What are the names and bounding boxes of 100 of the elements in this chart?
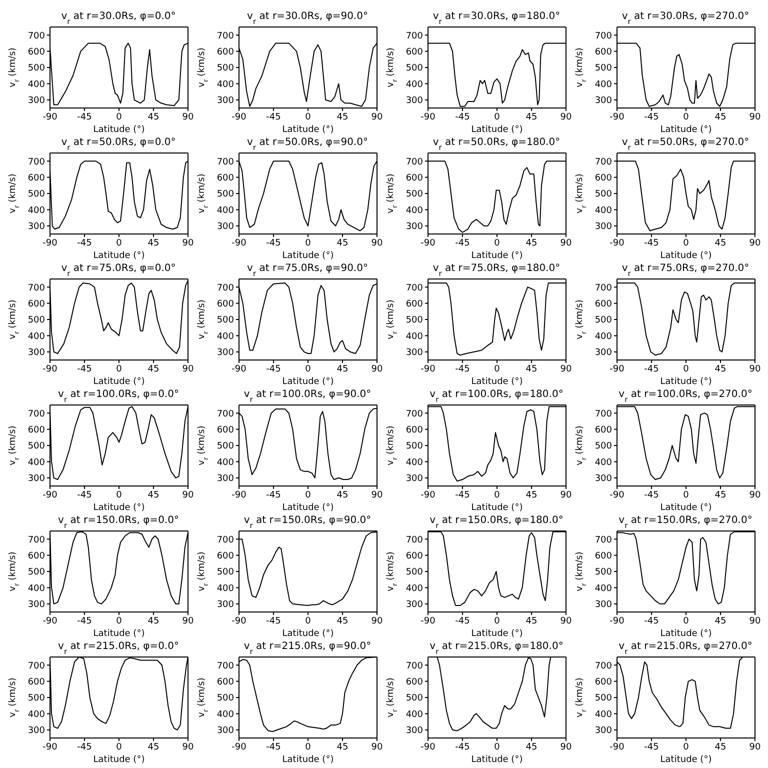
- x-tick-label: 90: [560, 616, 572, 626]
- y-tick-label: 600: [28, 551, 46, 562]
- x-axis-title: Latitude (°): [660, 125, 712, 135]
- x-axis-title: Latitude (°): [282, 503, 334, 513]
- x-tick-label: 90: [749, 364, 761, 374]
- y-tick-label: 500: [216, 694, 234, 704]
- x-tick-label: -90: [232, 112, 247, 122]
- x-tick-label: 90: [749, 490, 761, 500]
- x-axis-title: Latitude (°): [471, 503, 523, 513]
- x-tick-label: 0: [116, 112, 122, 122]
- x-tick-label: 90: [749, 112, 761, 122]
- x-tick-label: 90: [371, 238, 383, 248]
- x-tick-label: 0: [116, 742, 122, 752]
- x-tick-label: 45: [526, 112, 538, 122]
- y-tick-label: 700: [594, 31, 612, 42]
- y-tick-label: 700: [216, 283, 234, 294]
- y-tick-label: 300: [406, 474, 424, 484]
- x-axis-title: Latitude (°): [93, 377, 145, 387]
- x-tick-label: 45: [336, 616, 348, 626]
- y-tick-label: 300: [216, 600, 234, 610]
- x-tick-label: -45: [266, 364, 281, 374]
- y-tick-label: 500: [406, 190, 424, 200]
- x-tick-label: 0: [683, 238, 690, 248]
- x-tick-label: -45: [455, 616, 470, 626]
- x-tick-label: 45: [148, 490, 160, 500]
- x-tick-label: 90: [182, 742, 194, 752]
- x-tick-label: 90: [560, 364, 572, 374]
- y-tick-label: 500: [216, 316, 234, 326]
- x-tick-label: -90: [420, 364, 436, 374]
- chart-title: v$_{r}$ at r=50.0Rs, φ=90.0°: [247, 137, 368, 152]
- y-tick-label: 300: [28, 474, 46, 484]
- y-tick-label: 500: [594, 64, 612, 74]
- chart-title: v$_{r}$ at r=30.0Rs, φ=90.0°: [247, 11, 368, 26]
- y-tick-label: 600: [216, 677, 234, 688]
- x-axis-title: Latitude (°): [282, 251, 334, 261]
- y-tick-label: 500: [28, 694, 46, 704]
- x-tick-label: 90: [182, 490, 194, 500]
- y-tick-label: 400: [28, 458, 46, 468]
- y-tick-label: 500: [28, 568, 46, 578]
- y-tick-label: 400: [28, 710, 46, 720]
- x-tick-label: -45: [455, 742, 470, 752]
- x-tick-label: -90: [420, 112, 436, 122]
- y-tick-label: 500: [216, 64, 234, 74]
- x-tick-label: -45: [77, 112, 92, 122]
- y-tick-label: 700: [594, 409, 612, 420]
- x-tick-label: -45: [77, 490, 92, 500]
- y-tick-label: 500: [216, 442, 234, 452]
- x-tick-label: -45: [644, 364, 659, 374]
- y-tick-label: 500: [28, 190, 46, 200]
- y-tick-label: 600: [406, 299, 424, 310]
- x-tick-label: -45: [77, 364, 92, 374]
- y-tick-label: 700: [406, 661, 424, 672]
- x-tick-label: 0: [116, 490, 122, 500]
- x-axis-title: Latitude (°): [93, 629, 145, 639]
- x-axis-title: Latitude (°): [660, 251, 712, 261]
- y-tick-label: 300: [28, 348, 46, 358]
- x-tick-label: 0: [494, 364, 500, 374]
- x-tick-label: -90: [420, 616, 436, 626]
- x-axis-title: Latitude (°): [471, 377, 523, 387]
- x-tick-label: 90: [560, 112, 572, 122]
- x-axis-title: Latitude (°): [471, 125, 523, 135]
- x-axis-title: Latitude (°): [660, 755, 712, 765]
- x-tick-label: 90: [182, 616, 194, 626]
- x-tick-label: -90: [42, 238, 58, 248]
- y-tick-label: 400: [216, 710, 234, 720]
- x-tick-label: -90: [232, 742, 247, 752]
- y-tick-label: 300: [594, 726, 612, 736]
- x-tick-label: -90: [42, 490, 58, 500]
- x-tick-label: 0: [494, 616, 500, 626]
- x-tick-label: 90: [371, 112, 383, 122]
- y-tick-label: 600: [406, 677, 424, 688]
- x-tick-label: -45: [644, 238, 659, 248]
- y-tick-label: 300: [594, 222, 612, 232]
- x-tick-label: 0: [683, 490, 690, 500]
- y-tick-label: 300: [594, 474, 612, 484]
- y-tick-label: 600: [406, 425, 424, 436]
- y-tick-label: 500: [406, 316, 424, 326]
- x-tick-label: -45: [266, 616, 281, 626]
- y-tick-label: 600: [216, 425, 234, 436]
- y-tick-label: 700: [216, 157, 234, 168]
- x-tick-label: -90: [610, 616, 625, 626]
- x-tick-label: 45: [714, 364, 726, 374]
- y-tick-label: 500: [594, 190, 612, 200]
- y-tick-label: 300: [216, 348, 234, 358]
- x-tick-label: 45: [148, 364, 160, 374]
- y-tick-label: 300: [216, 96, 234, 106]
- y-tick-label: 400: [594, 584, 612, 594]
- x-tick-label: 45: [148, 616, 160, 626]
- x-tick-label: -45: [77, 742, 92, 752]
- x-tick-label: -45: [644, 616, 659, 626]
- x-tick-label: 90: [371, 742, 383, 752]
- x-tick-label: 45: [526, 364, 538, 374]
- y-tick-label: 500: [216, 190, 234, 200]
- y-tick-label: 600: [406, 173, 424, 184]
- x-axis-title: Latitude (°): [660, 377, 712, 387]
- x-tick-label: 0: [305, 616, 312, 626]
- y-tick-label: 600: [594, 173, 612, 184]
- x-axis-title: Latitude (°): [93, 755, 145, 765]
- x-tick-label: 45: [526, 616, 538, 626]
- y-tick-label: 700: [216, 409, 234, 420]
